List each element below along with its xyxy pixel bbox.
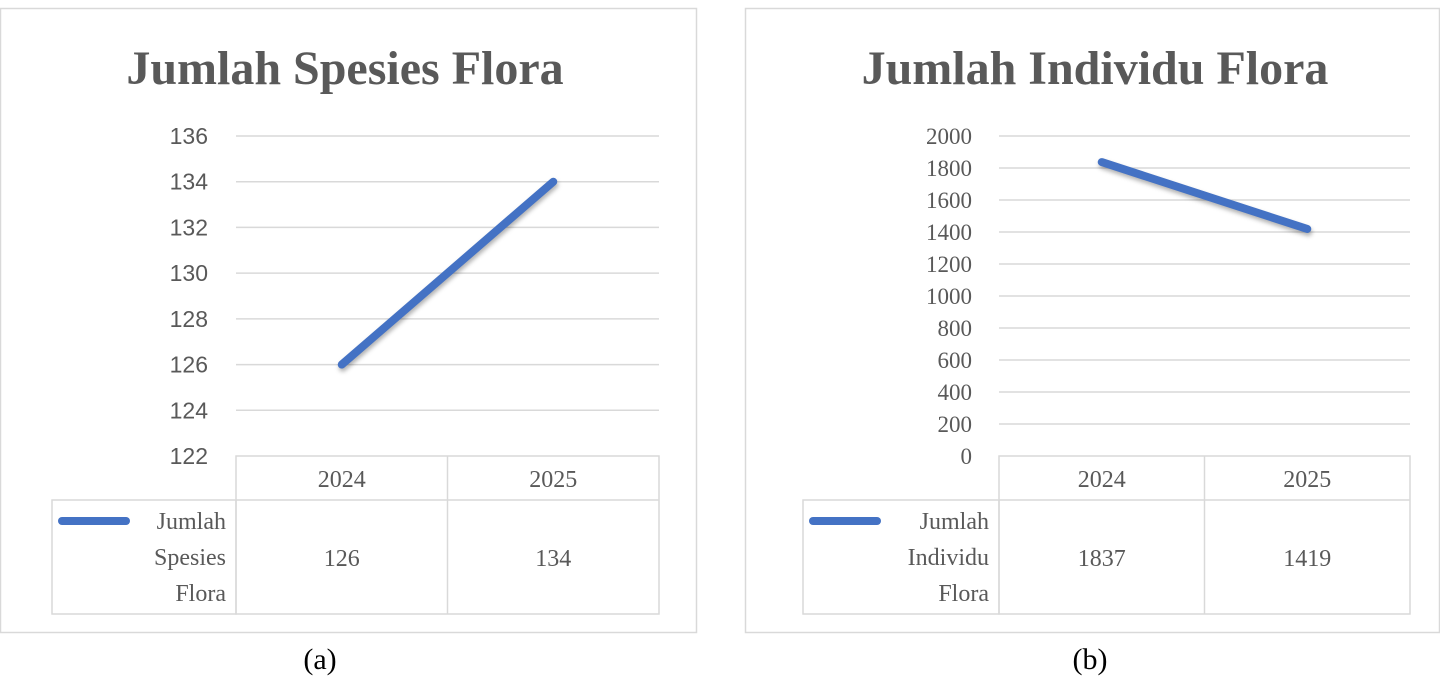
y-tick-label: 130 [170,260,208,286]
chart-frame [0,7,698,634]
series-line [1097,158,1312,233]
legend-label: Jumlah [157,509,226,535]
data-table-value: 134 [535,546,571,572]
legend-label: Individu [908,545,989,571]
y-tick-label: 2000 [926,124,972,149]
y-tick-label: 134 [170,169,209,195]
x-category-label: 2024 [1078,467,1126,493]
y-tick-label: 1200 [926,252,972,277]
legend-label: Flora [175,581,226,607]
data-table-value: 1837 [1078,546,1126,572]
x-category-label: 2025 [529,467,577,493]
y-tick-label: 126 [170,352,208,378]
y-tick-label: 128 [170,306,208,332]
y-tick-label: 1600 [926,188,972,213]
y-tick-label: 400 [938,380,973,405]
data-table-legend-cell [51,499,237,615]
y-tick-label: 800 [938,316,973,341]
chart-title: Jumlah Individu Flora [862,42,1329,95]
y-tick-label: 1400 [926,220,972,245]
y-tick-label: 600 [938,348,973,373]
legend-label: Jumlah [920,509,989,535]
figure-caption: (a) [303,643,336,676]
data-table-value: 126 [324,546,360,572]
legend-label: Flora [938,581,989,607]
chart-title: Jumlah Spesies Flora [126,42,563,95]
y-tick-label: 200 [938,412,973,437]
data-table-legend-cell [802,499,1000,615]
y-tick-label: 122 [170,443,208,469]
y-tick-label: 1000 [926,284,972,309]
legend-label: Spesies [154,545,226,571]
y-tick-label: 132 [170,214,208,240]
x-category-label: 2024 [318,467,366,493]
y-tick-label: 124 [170,397,209,423]
chart-a: Jumlah Spesies Flora 122 124 126 128 130 132 13… [0,7,698,676]
y-tick-label: 1800 [926,156,972,181]
figure-caption: (b) [1073,643,1108,676]
x-category-label: 2025 [1283,467,1331,493]
chart-frame [744,7,1440,634]
data-table-value: 1419 [1283,546,1331,572]
series-line [337,177,558,369]
chart-b: Jumlah Individu Flora 0 200 400 600 800 1000 12… [744,7,1440,676]
y-tick-label: 0 [961,444,973,469]
y-tick-label: 136 [170,123,208,149]
